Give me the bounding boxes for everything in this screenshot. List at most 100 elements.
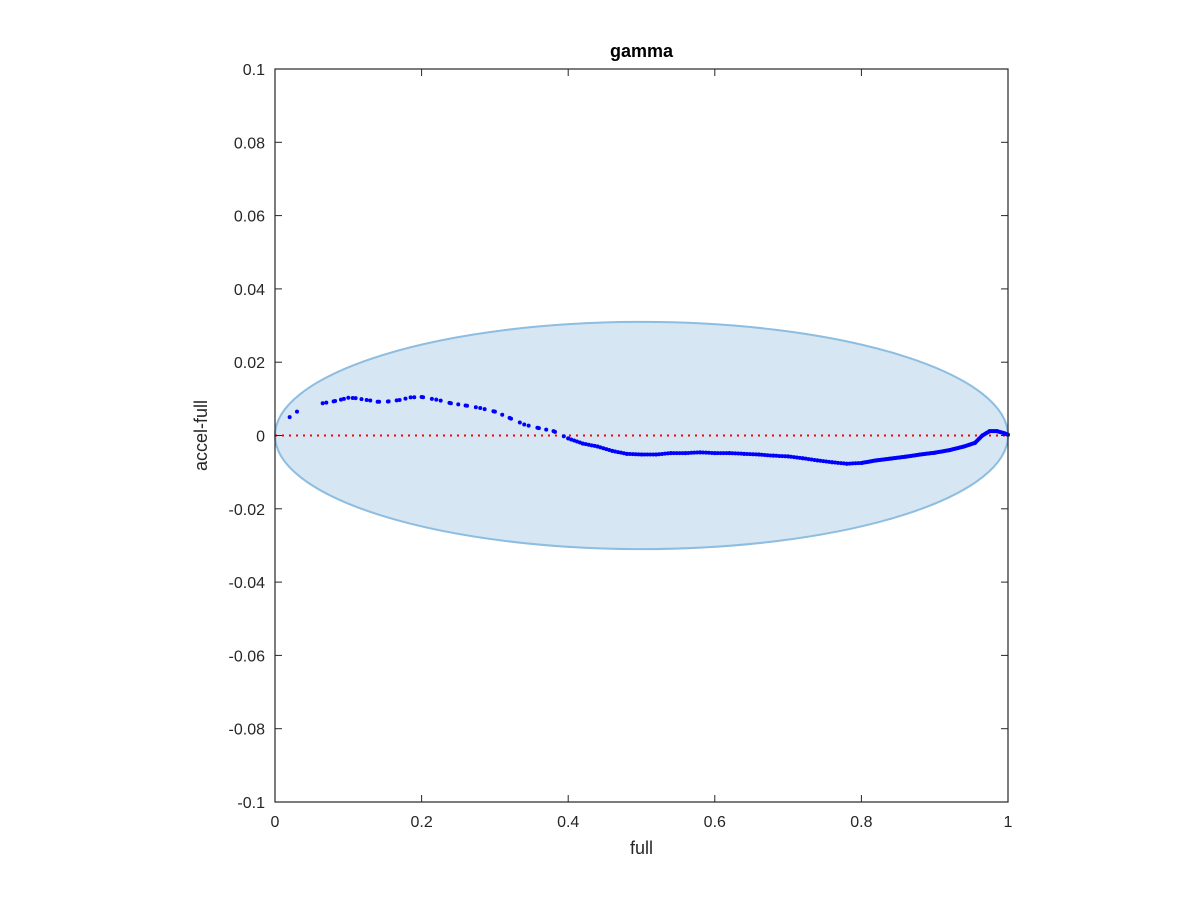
data-point <box>768 453 773 458</box>
data-point <box>709 450 714 455</box>
data-point <box>791 455 796 460</box>
data-point <box>482 407 487 412</box>
data-point <box>712 451 717 456</box>
data-point <box>739 451 744 456</box>
data-point <box>721 451 726 456</box>
data-point <box>630 452 635 457</box>
data-point <box>727 451 732 456</box>
y-tick-label: 0.1 <box>243 62 265 79</box>
data-point <box>517 420 522 425</box>
data-point <box>783 454 788 459</box>
data-point <box>736 451 741 456</box>
data-point <box>473 405 478 410</box>
data-point <box>662 451 667 456</box>
data-point <box>636 452 641 457</box>
data-point <box>841 461 846 466</box>
data-point <box>346 395 351 400</box>
data-point <box>456 402 461 407</box>
data-point <box>818 458 823 463</box>
data-point <box>526 423 531 428</box>
y-tick-label: -0.1 <box>237 795 265 812</box>
data-point <box>704 450 709 455</box>
data-point <box>853 461 858 466</box>
data-point <box>750 452 755 457</box>
data-point <box>674 451 679 456</box>
data-point <box>683 451 688 456</box>
data-point <box>850 461 855 466</box>
x-tick-label: 0.8 <box>850 814 872 831</box>
data-point <box>742 451 747 456</box>
data-point <box>762 452 767 457</box>
y-axis-label: accel-full <box>191 400 211 471</box>
y-tick-label: 0 <box>256 429 265 446</box>
data-point <box>642 452 647 457</box>
data-point <box>397 397 402 402</box>
y-tick-label: 0.02 <box>234 355 265 372</box>
data-point <box>692 450 697 455</box>
data-point <box>639 452 644 457</box>
y-tick-label: 0.04 <box>234 282 265 299</box>
data-point <box>651 452 656 457</box>
data-point <box>522 422 527 427</box>
data-point <box>438 398 443 403</box>
data-point <box>421 395 426 400</box>
data-point <box>553 429 558 434</box>
data-point <box>815 458 820 463</box>
data-points-layer <box>287 395 1010 466</box>
data-point <box>665 451 670 456</box>
data-point <box>794 455 799 460</box>
data-point <box>394 398 399 403</box>
data-point <box>833 460 838 465</box>
data-point <box>364 397 369 402</box>
data-point <box>500 412 505 417</box>
data-point <box>429 396 434 401</box>
chart-title: gamma <box>610 41 674 61</box>
data-point <box>824 459 829 464</box>
x-axis-label: full <box>630 838 653 858</box>
data-point <box>689 450 694 455</box>
data-point <box>324 400 329 405</box>
x-tick-label: 0.2 <box>410 814 432 831</box>
x-tick-label: 0.6 <box>704 814 726 831</box>
y-tick-label: -0.04 <box>229 575 266 592</box>
data-point <box>701 450 706 455</box>
data-point <box>786 454 791 459</box>
ticks-layer: 0 0.2 0.4 0.6 0.8 1 -0.1 -0.08 -0.06 -0.04 -0.02 0 0… <box>229 62 1013 831</box>
data-point <box>412 395 417 400</box>
data-point <box>287 415 292 420</box>
data-point <box>333 399 338 404</box>
data-point <box>408 395 413 400</box>
data-point <box>765 453 770 458</box>
data-point <box>341 396 346 401</box>
data-point <box>478 406 483 411</box>
x-tick-label: 0 <box>271 814 280 831</box>
data-point <box>385 399 390 404</box>
data-point <box>359 397 364 402</box>
data-point <box>771 453 776 458</box>
data-point <box>800 456 805 461</box>
data-point <box>447 400 452 405</box>
data-point <box>706 450 711 455</box>
data-point <box>856 461 861 466</box>
data-point <box>509 416 514 421</box>
data-point <box>624 451 629 456</box>
data-point <box>294 409 299 414</box>
data-point <box>668 451 673 456</box>
data-point <box>774 453 779 458</box>
data-point <box>780 454 785 459</box>
data-point <box>660 451 665 456</box>
data-point <box>654 452 659 457</box>
data-point <box>465 403 470 408</box>
y-tick-label: -0.08 <box>229 722 266 739</box>
data-point <box>403 396 408 401</box>
data-point <box>677 451 682 456</box>
y-tick-label: 0.06 <box>234 209 265 226</box>
data-point <box>377 399 382 404</box>
data-point <box>835 460 840 465</box>
data-point <box>838 461 843 466</box>
data-point <box>797 455 802 460</box>
data-point <box>320 401 325 406</box>
data-point <box>747 452 752 457</box>
data-point <box>695 450 700 455</box>
